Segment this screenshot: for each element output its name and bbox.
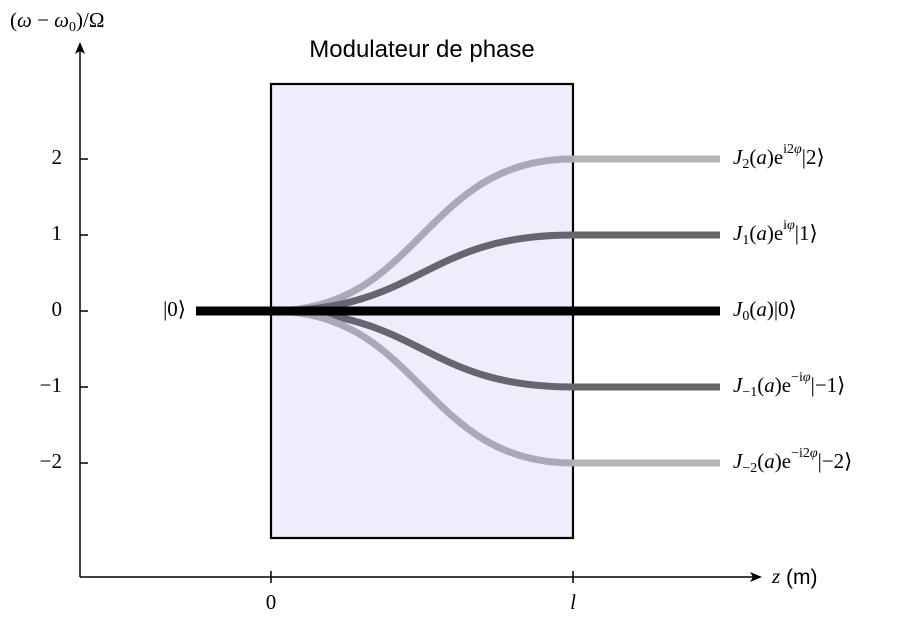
y-tick-label: −1 (40, 373, 62, 397)
label-part: )e (775, 449, 791, 473)
label-part: |−1⟩ (811, 373, 846, 397)
label-part: −i2 (791, 446, 810, 461)
y-tick-label: 1 (52, 221, 63, 245)
label-part: )e (767, 221, 783, 245)
label-part: ω (17, 8, 32, 32)
output-label: J−1(a)e−iφ|−1⟩ (733, 370, 845, 400)
y-tick-label: 0 (52, 297, 63, 321)
label-part: ( (749, 297, 756, 321)
label-part: )/Ω (76, 8, 104, 32)
label-part: a (764, 449, 775, 473)
label-part: − (32, 8, 54, 32)
label-part: ( (757, 449, 764, 473)
label-part: J (733, 373, 744, 397)
label-part: i (783, 218, 787, 233)
label-part: J (733, 297, 744, 321)
sideband-curve (270, 155, 574, 315)
label-part: 0 (69, 20, 76, 35)
label-part: )e (767, 145, 783, 169)
label-part: |1⟩ (795, 221, 818, 245)
y-axis-label: (ω − ω0)/Ω (10, 8, 104, 35)
label-part: φ (787, 218, 795, 233)
x-axis-label: z (m) (771, 564, 818, 589)
y-tick-label: −2 (40, 449, 62, 473)
input-label: |0⟩ (163, 297, 186, 321)
label-part: −2 (742, 461, 757, 476)
label-part: −1 (742, 385, 757, 400)
label-part: J (733, 449, 744, 473)
label-part: i2 (783, 142, 794, 157)
label-part: )|0⟩ (767, 297, 797, 321)
label-part: a (756, 145, 767, 169)
output-label: J−2(a)e−i2φ|−2⟩ (733, 446, 852, 476)
label-part: a (756, 297, 767, 321)
label-part: ( (757, 373, 764, 397)
x-tick-label: 0 (266, 590, 277, 614)
label-part: φ (794, 142, 802, 157)
output-label: J0(a)|0⟩ (733, 297, 797, 324)
label-part: φ (810, 446, 818, 461)
x-tick-label: l (570, 590, 576, 614)
output-label: J1(a)eiφ|1⟩ (733, 218, 818, 248)
label-part: ( (10, 8, 17, 32)
output-label: J2(a)ei2φ|2⟩ (733, 142, 825, 172)
label-part: 0 (742, 309, 749, 324)
label-part: a (756, 221, 767, 245)
label-part: J (733, 145, 744, 169)
title: Modulateur de phase (309, 36, 535, 63)
label-part: J (733, 221, 744, 245)
label-part: a (764, 373, 775, 397)
label-part: |−2⟩ (818, 449, 853, 473)
y-tick-label: 2 (52, 145, 63, 169)
label-part: −i (791, 370, 803, 385)
label-part: )e (775, 373, 791, 397)
label-part: ω (54, 8, 69, 32)
label-part: ( (749, 221, 756, 245)
label-part: (m) (780, 566, 817, 589)
label-part: 2 (742, 157, 749, 172)
label-part: z (771, 564, 780, 588)
sideband-curve (270, 307, 574, 467)
label-part: 1 (742, 233, 749, 248)
label-part: φ (803, 370, 811, 385)
label-part: ( (749, 145, 756, 169)
label-part: |2⟩ (802, 145, 825, 169)
